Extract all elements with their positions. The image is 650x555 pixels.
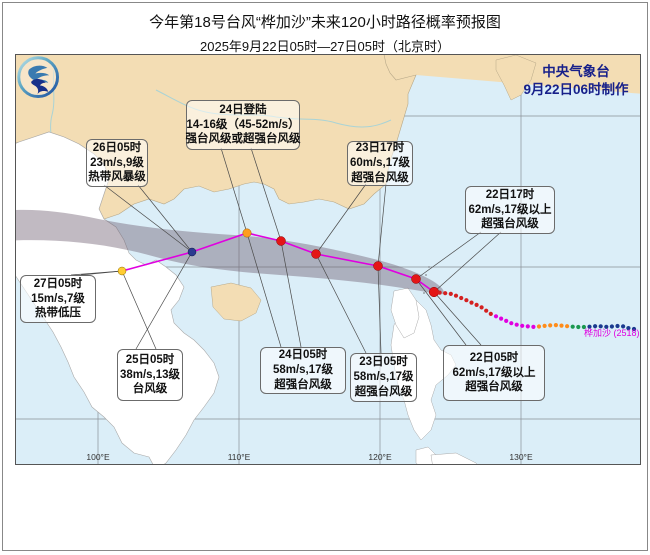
svg-text:120°E: 120°E bbox=[368, 452, 392, 462]
svg-text:130°E: 130°E bbox=[509, 452, 533, 462]
svg-text:110°E: 110°E bbox=[228, 452, 251, 462]
svg-text:桦加沙 (2518): 桦加沙 (2518) bbox=[584, 327, 640, 338]
svg-text:100°E: 100°E bbox=[86, 452, 110, 462]
